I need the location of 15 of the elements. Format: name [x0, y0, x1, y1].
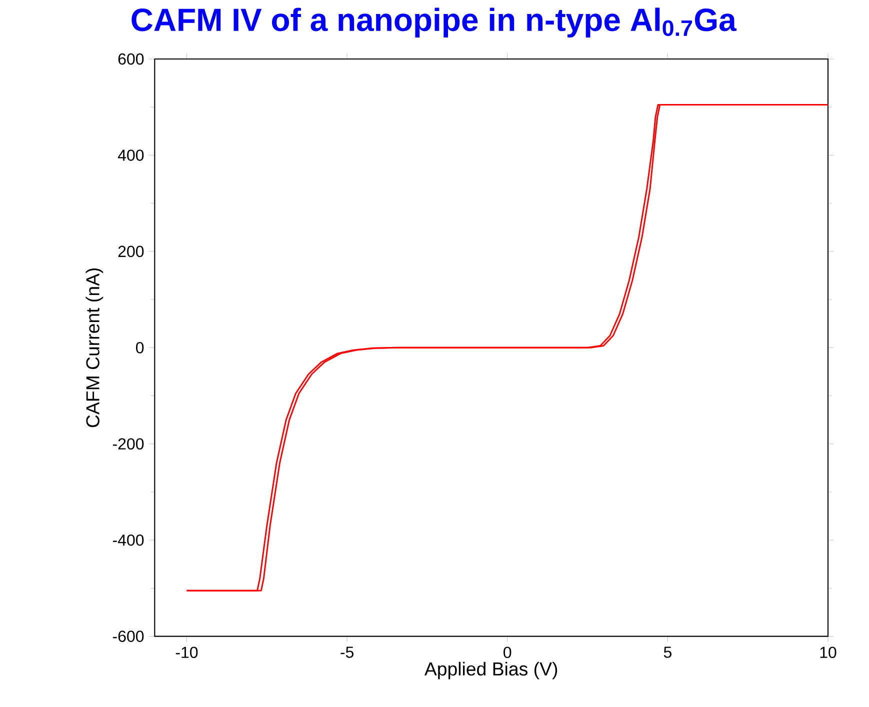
y-tick-label: 600 [118, 53, 144, 65]
x-tick-label: -5 [340, 646, 354, 658]
x-tick-label: 0 [504, 646, 512, 658]
chart-title: CAFM IV of a nanopipe in n-type Al$_{0.7}$Ga [132, 8, 737, 38]
y-tick-label: 200 [118, 246, 144, 258]
y-tick-label: -600 [112, 630, 144, 642]
y-tick-label: 0 [136, 342, 144, 354]
x-tick-label: 5 [664, 646, 672, 658]
y-tick-label: -200 [112, 438, 144, 450]
x-tick-label: -10 [176, 646, 198, 658]
y-axis-title: CAFM Current (nA) [86, 268, 104, 428]
x-axis-title: Applied Bias (V) [424, 662, 558, 680]
y-tick-label: 400 [118, 150, 144, 161]
y-tick-label: -400 [112, 534, 144, 546]
x-tick-label: 10 [820, 646, 836, 658]
